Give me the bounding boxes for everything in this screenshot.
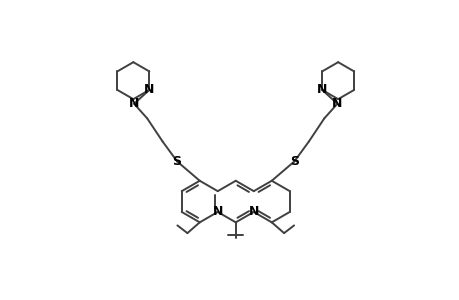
Text: S: S <box>290 155 299 168</box>
Text: N: N <box>129 97 139 110</box>
Text: S: S <box>172 155 180 168</box>
Text: N: N <box>316 83 327 96</box>
Text: N: N <box>248 206 258 218</box>
Text: N: N <box>331 97 342 110</box>
Text: N: N <box>212 206 223 218</box>
Text: N: N <box>144 83 154 96</box>
